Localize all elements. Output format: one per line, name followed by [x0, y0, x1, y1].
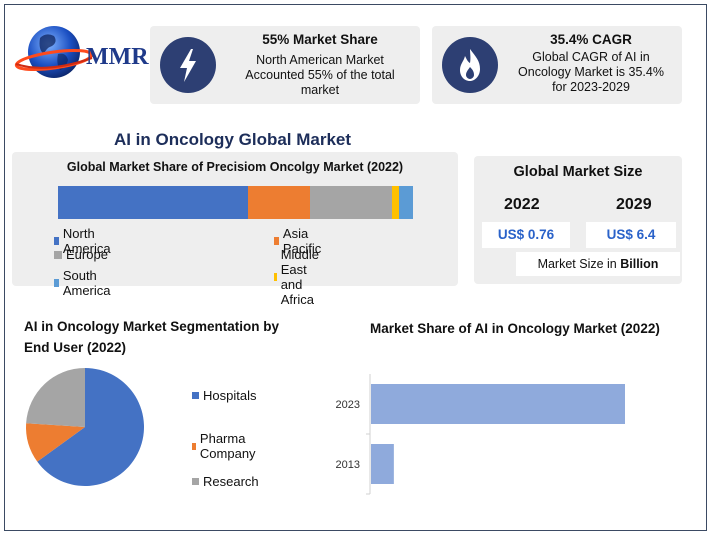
legend-swatch: [54, 250, 62, 259]
stat-card-cagr: 35.4% CAGR Global CAGR of AI in Oncology…: [432, 26, 682, 104]
infographic-frame: [4, 4, 707, 531]
legend-label: Hospitals: [203, 388, 257, 403]
stacked-bar-segment: [58, 186, 248, 219]
stat-card-description: Global CAGR of AI in Oncology Market is …: [518, 50, 664, 94]
bar: [371, 444, 394, 484]
value-2022-box: US$ 0.76: [482, 222, 570, 248]
category-label: 2013: [336, 459, 360, 471]
stat-card-description: North American Market Accounted 55% of t…: [245, 53, 395, 97]
value-2029-box: US$ 6.4: [586, 222, 676, 248]
bar: [371, 384, 625, 424]
legend-item: Pharma Company: [192, 431, 259, 461]
legend-item: Research: [192, 474, 259, 489]
legend-item: South America: [54, 268, 114, 298]
stat-card-market-share: 55% Market Share North American Market A…: [150, 26, 420, 104]
stacked-bar-segment: [392, 186, 400, 219]
lightning-icon: [160, 37, 216, 93]
legend-swatch: [54, 279, 59, 287]
legend-swatch: [54, 237, 59, 245]
stacked-bar-segment: [399, 186, 413, 219]
segmentation-title: AI in Oncology Market Segmentation by En…: [24, 319, 280, 355]
chart-title: Global Market Share of Precisiom Oncolgy…: [66, 160, 404, 174]
pie-slice: [26, 368, 85, 427]
main-title: AI in Oncology Global Market: [113, 130, 352, 149]
legend-swatch: [274, 273, 277, 281]
legend-item: Europe: [54, 247, 108, 262]
pie-slice: [37, 368, 144, 486]
stacked-bar: [58, 186, 413, 219]
legend-item: Asia Pacific: [274, 226, 324, 256]
stat-card-title: 35.4% CAGR: [550, 32, 632, 47]
mmr-globe-logo: [14, 26, 94, 78]
legend-swatch: [274, 237, 279, 245]
legend-swatch: [192, 478, 199, 485]
legend-label: Pharma Company: [199, 431, 256, 461]
market-share-bar-title: Market Share of AI in Oncology Market (2…: [370, 321, 660, 336]
year-2022-label: 2022: [504, 196, 540, 213]
stacked-bar-segment: [247, 186, 310, 219]
legend-item: Middle East and Africa: [274, 247, 324, 307]
market-share-bar-chart: 2023 2013: [336, 374, 625, 495]
legend-label: Middle East and Africa: [280, 247, 319, 307]
stat-card-title: 55% Market Share: [262, 32, 378, 47]
legend-swatch: [192, 392, 199, 399]
end-user-pie-chart: [25, 368, 144, 486]
market-size-panel: Global Market Size 2022 2029 US$ 0.76 US…: [474, 156, 682, 284]
legend-label: Research: [203, 474, 259, 489]
legend-label: South America: [62, 268, 111, 298]
regional-share-panel: Global Market Share of Precisiom Oncolgy…: [12, 152, 458, 307]
legend-swatch: [192, 442, 196, 450]
year-2029-label: 2029: [616, 196, 652, 213]
market-size-note: Market Size in Billion: [516, 252, 680, 276]
legend-label: Asia Pacific: [282, 226, 322, 256]
legend-label: Europe: [66, 247, 108, 262]
pie-slice: [25, 423, 85, 462]
legend-item: Hospitals: [192, 388, 256, 403]
stacked-bar-segment: [309, 186, 393, 219]
market-size-title: Global Market Size: [513, 164, 643, 180]
legend-item: North America: [54, 226, 114, 256]
flame-icon: [442, 37, 498, 93]
legend-label: North America: [62, 226, 111, 256]
category-label: 2023: [336, 399, 360, 411]
logo-text: MMR: [86, 44, 149, 70]
